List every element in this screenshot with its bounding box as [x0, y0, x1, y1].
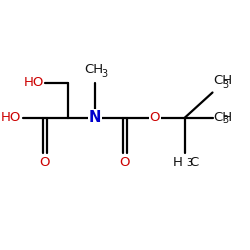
Text: 3: 3	[222, 80, 228, 90]
Text: HO: HO	[24, 76, 44, 89]
Text: HO: HO	[1, 111, 21, 124]
Text: O: O	[40, 156, 50, 169]
Text: 3: 3	[101, 69, 107, 79]
Text: CH: CH	[214, 74, 233, 88]
Text: O: O	[120, 156, 130, 169]
Text: H: H	[172, 156, 182, 169]
Text: CH: CH	[84, 63, 103, 76]
Text: O: O	[150, 111, 160, 124]
Text: N: N	[89, 110, 101, 125]
Text: C: C	[190, 156, 199, 169]
Text: 3: 3	[186, 158, 192, 168]
Text: CH: CH	[214, 111, 233, 124]
Text: 3: 3	[222, 115, 228, 125]
